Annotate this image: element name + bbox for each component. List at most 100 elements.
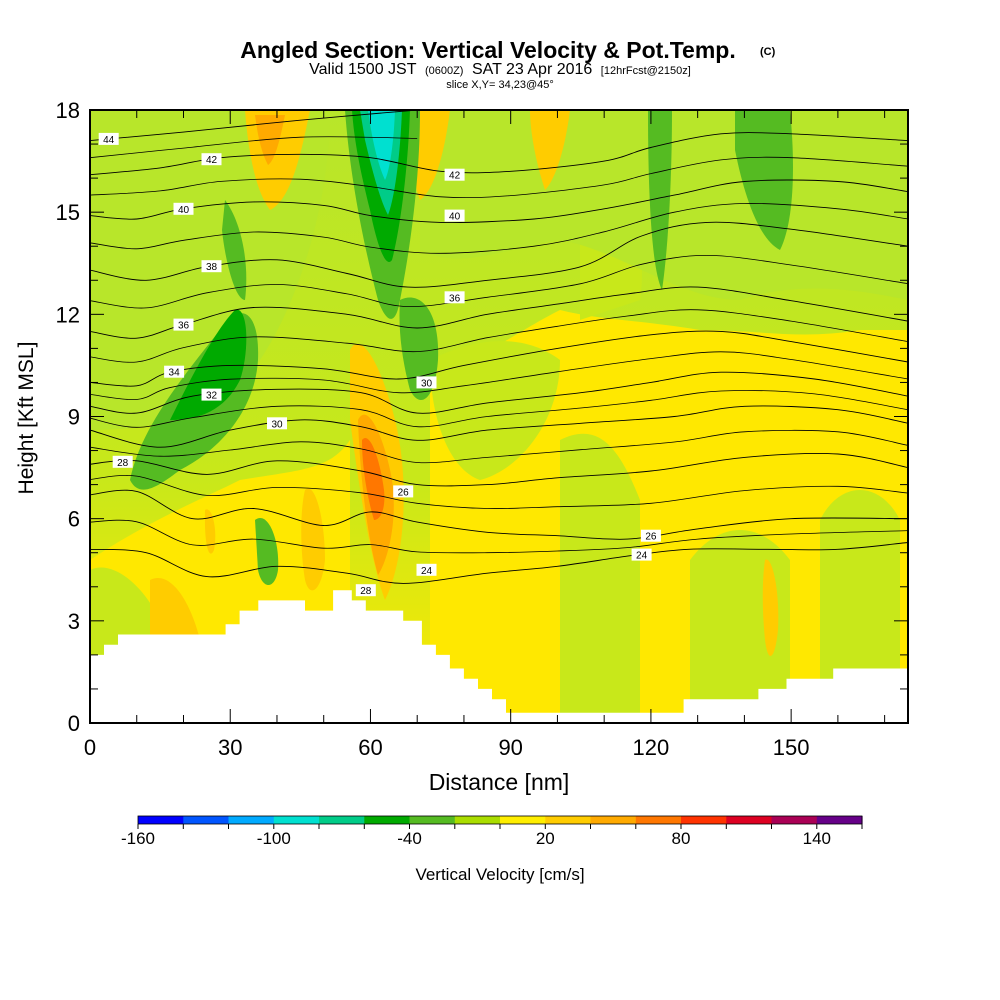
theta-label-text: 30 <box>271 419 283 430</box>
subtitle-utc-time: (0600Z) <box>425 65 464 77</box>
theta-label-text: 36 <box>178 321 190 332</box>
theta-label-36: 36 <box>173 318 194 332</box>
chart-title: Angled Section: Vertical Velocity & Pot.… <box>240 37 735 63</box>
theta-label-text: 42 <box>449 171 461 182</box>
x-tick-label: 120 <box>633 735 670 760</box>
colorbar-swatch <box>545 816 592 824</box>
theta-label-24: 24 <box>416 563 437 577</box>
theta-label-42: 42 <box>444 168 465 182</box>
colorbar-tick-label: 20 <box>536 829 555 848</box>
colorbar-swatch <box>681 816 727 824</box>
theta-label-38: 38 <box>201 260 222 273</box>
colorbar-tick-label: 80 <box>672 829 691 848</box>
x-tick-label: 90 <box>498 735 522 760</box>
theta-label-text: 40 <box>449 212 461 223</box>
y-tick-label: 6 <box>68 507 80 532</box>
y-tick-label: 18 <box>56 98 80 123</box>
x-tick-label: 0 <box>84 735 96 760</box>
theta-contour-44 <box>90 110 418 142</box>
theta-label-text: 34 <box>169 368 181 379</box>
colorbar-frame <box>137 815 863 825</box>
theta-label-text: 42 <box>206 155 218 166</box>
colorbar-swatch <box>771 816 818 824</box>
theta-label-26: 26 <box>640 529 661 543</box>
theta-label-text: 28 <box>117 458 129 469</box>
colorbar-swatch <box>454 816 501 824</box>
theta-label-text: 30 <box>421 378 433 389</box>
theta-contour-intermediate <box>90 309 908 363</box>
colorbar-swatch <box>590 816 637 824</box>
colorbar-swatch <box>409 816 456 824</box>
chart-subtitle: Valid 1500 JST (0600Z) SAT 23 Apr 2016 [… <box>309 61 691 78</box>
y-tick-label: 15 <box>56 200 80 225</box>
theta-label-text: 32 <box>206 391 218 402</box>
theta-label-24: 24 <box>631 548 652 562</box>
colorbar-swatch <box>319 816 365 824</box>
subtitle-date: SAT 23 Apr 2016 <box>472 61 592 78</box>
theta-label-44: 44 <box>98 132 119 146</box>
colorbar-swatch <box>273 816 320 824</box>
theta-label-text: 28 <box>360 586 372 597</box>
theta-contour-intermediate <box>90 203 908 254</box>
theta-contour-intermediate <box>90 390 908 428</box>
colorbar-swatch <box>500 816 546 824</box>
theta-contour-30 <box>90 405 908 448</box>
y-tick-label: 9 <box>68 405 80 430</box>
colorbar-swatch <box>228 816 275 824</box>
theta-contour-28 <box>90 452 908 487</box>
theta-label-text: 24 <box>636 551 648 562</box>
colorbar-tick-label: -40 <box>397 829 422 848</box>
terrain-layer <box>90 590 908 723</box>
slice-label: slice X,Y= 34,23@45° <box>446 79 554 91</box>
colorbar-tick-label: -160 <box>121 829 155 848</box>
y-tick-label: 12 <box>56 302 80 327</box>
colorbar-tick-label: 140 <box>803 829 831 848</box>
theta-label-40: 40 <box>173 202 194 216</box>
theta-label-40: 40 <box>444 209 465 223</box>
colorbar-swatch <box>364 816 411 824</box>
theta-contour-intermediate <box>90 254 908 309</box>
x-tick-label: 150 <box>773 735 810 760</box>
theta-label-28: 28 <box>355 584 376 597</box>
y-axis-label: Height [Kft MSL] <box>15 342 38 495</box>
theta-label-36: 36 <box>444 291 465 304</box>
theta-label-text: 44 <box>103 135 115 146</box>
theta-label-30: 30 <box>416 376 437 389</box>
x-axis-label: Distance [nm] <box>429 769 570 795</box>
theta-label-28: 28 <box>112 455 133 469</box>
theta-label-34: 34 <box>164 365 185 379</box>
theta-contour-intermediate <box>90 136 418 159</box>
theta-label-text: 36 <box>449 293 461 304</box>
theta-contour-intermediate <box>90 519 908 554</box>
subtitle-valid-time: Valid 1500 JST <box>309 61 417 78</box>
subtitle-forecast: [12hrFcst@2150z] <box>601 65 691 77</box>
theta-label-32: 32 <box>201 388 222 402</box>
copyright-mark: (C) <box>760 46 776 58</box>
y-tick-label: 0 <box>68 711 80 736</box>
colorbar-label: Vertical Velocity [cm/s] <box>415 865 584 884</box>
theta-contour-26 <box>90 489 908 540</box>
colorbar-swatch <box>816 816 863 824</box>
terrain <box>90 590 908 723</box>
theta-label-text: 24 <box>421 566 433 577</box>
theta-label-26: 26 <box>393 485 414 498</box>
theta-contour-intermediate <box>90 475 908 509</box>
vertical-velocity-field <box>90 110 908 723</box>
colorbar-swatch <box>183 816 230 824</box>
x-tick-label: 30 <box>218 735 242 760</box>
theta-contour-32 <box>90 371 908 414</box>
theta-label-30: 30 <box>267 417 287 430</box>
contour-labels: 44 42 40 38 36 34 32 30 28 26 24 42 40 36 30 26 24 28 <box>98 132 661 597</box>
colorbar-swatch <box>635 816 682 824</box>
x-tick-label: 60 <box>358 735 382 760</box>
theta-label-text: 26 <box>398 487 410 498</box>
colorbar-swatch <box>138 816 184 824</box>
theta-contour-intermediate <box>90 351 908 401</box>
theta-contour-intermediate <box>90 429 908 464</box>
theta-contour-intermediate <box>90 156 908 198</box>
y-tick-label: 3 <box>68 609 80 634</box>
theta-label-42: 42 <box>201 153 222 166</box>
theta-contour-24 <box>90 542 908 584</box>
